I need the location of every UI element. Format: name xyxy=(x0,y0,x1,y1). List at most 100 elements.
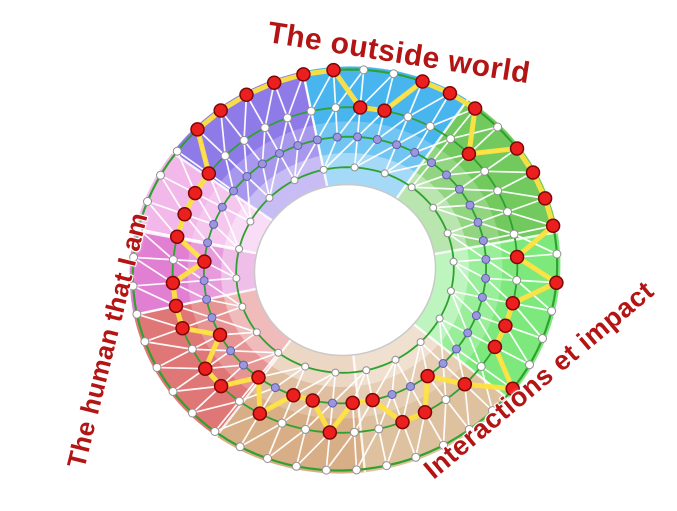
score-node-red[interactable] xyxy=(549,275,564,290)
node-white[interactable] xyxy=(172,146,182,156)
node-white[interactable] xyxy=(443,229,452,238)
node-white[interactable] xyxy=(301,362,310,371)
node-white[interactable] xyxy=(476,362,486,371)
score-node-red[interactable] xyxy=(365,392,380,408)
score-node-red[interactable] xyxy=(305,393,320,408)
node-white[interactable] xyxy=(503,207,512,217)
node-white[interactable] xyxy=(274,348,283,357)
node-purple[interactable] xyxy=(199,276,209,286)
score-node-red[interactable] xyxy=(175,320,190,336)
node-white[interactable] xyxy=(235,442,245,452)
node-purple[interactable] xyxy=(392,140,402,150)
score-node-red[interactable] xyxy=(165,275,181,291)
node-white[interactable] xyxy=(283,113,292,123)
score-node-red[interactable] xyxy=(326,62,341,78)
score-node-red[interactable] xyxy=(197,254,212,269)
score-node-red[interactable] xyxy=(213,378,229,394)
node-purple[interactable] xyxy=(257,159,267,169)
score-node-red[interactable] xyxy=(509,141,525,156)
node-purple[interactable] xyxy=(463,328,473,338)
score-node-red[interactable] xyxy=(198,361,213,376)
node-purple[interactable] xyxy=(353,132,362,142)
score-node-red[interactable] xyxy=(487,339,503,355)
node-white[interactable] xyxy=(301,424,310,434)
node-purple[interactable] xyxy=(312,135,322,145)
score-node-red[interactable] xyxy=(537,191,553,206)
node-white[interactable] xyxy=(133,224,143,234)
score-node-red[interactable] xyxy=(467,101,483,116)
node-white[interactable] xyxy=(425,121,435,131)
score-node-red[interactable] xyxy=(168,298,184,314)
node-purple[interactable] xyxy=(226,346,236,356)
score-node-red[interactable] xyxy=(525,165,541,180)
node-white[interactable] xyxy=(239,135,249,145)
node-purple[interactable] xyxy=(372,135,382,144)
score-node-red[interactable] xyxy=(296,67,311,82)
node-white[interactable] xyxy=(260,123,270,133)
node-white[interactable] xyxy=(306,106,316,116)
node-white[interactable] xyxy=(331,368,340,377)
score-node-red[interactable] xyxy=(505,296,521,311)
node-white[interactable] xyxy=(220,151,230,161)
node-white[interactable] xyxy=(128,281,138,291)
node-purple[interactable] xyxy=(239,360,248,370)
node-white[interactable] xyxy=(235,245,244,253)
node-purple[interactable] xyxy=(242,172,252,181)
node-white[interactable] xyxy=(265,193,274,202)
node-white[interactable] xyxy=(382,461,392,471)
node-white[interactable] xyxy=(156,170,165,180)
node-white[interactable] xyxy=(411,452,421,462)
node-white[interactable] xyxy=(509,229,519,239)
node-white[interactable] xyxy=(168,387,178,396)
node-white[interactable] xyxy=(441,395,451,405)
score-node-red[interactable] xyxy=(461,146,477,162)
node-white[interactable] xyxy=(168,255,178,265)
score-node-red[interactable] xyxy=(420,368,435,384)
node-purple[interactable] xyxy=(207,313,217,323)
node-purple[interactable] xyxy=(478,236,488,246)
score-node-red[interactable] xyxy=(252,406,268,421)
node-purple[interactable] xyxy=(275,149,284,158)
node-white[interactable] xyxy=(152,363,162,372)
node-purple[interactable] xyxy=(410,147,420,157)
node-purple[interactable] xyxy=(328,398,337,408)
node-white[interactable] xyxy=(129,252,139,262)
node-white[interactable] xyxy=(391,355,400,364)
node-white[interactable] xyxy=(187,344,197,354)
score-node-red[interactable] xyxy=(213,103,228,118)
score-node-red[interactable] xyxy=(442,85,458,101)
score-node-red[interactable] xyxy=(322,425,338,440)
node-white[interactable] xyxy=(464,425,474,434)
score-node-red[interactable] xyxy=(187,185,203,201)
node-white[interactable] xyxy=(234,396,244,406)
node-white[interactable] xyxy=(493,122,503,132)
score-node-red[interactable] xyxy=(266,75,282,90)
score-node-red[interactable] xyxy=(509,249,525,265)
node-white[interactable] xyxy=(446,287,455,295)
node-purple[interactable] xyxy=(438,359,448,368)
node-white[interactable] xyxy=(132,309,142,319)
node-white[interactable] xyxy=(319,165,328,174)
score-node-red[interactable] xyxy=(169,229,185,244)
node-white[interactable] xyxy=(246,217,255,226)
score-node-red[interactable] xyxy=(545,218,561,234)
node-white[interactable] xyxy=(238,302,247,311)
node-white[interactable] xyxy=(359,65,369,75)
score-node-red[interactable] xyxy=(352,100,368,115)
node-white[interactable] xyxy=(374,424,384,434)
node-white[interactable] xyxy=(512,275,522,285)
score-node-red[interactable] xyxy=(190,122,205,137)
node-purple[interactable] xyxy=(481,254,491,264)
node-purple[interactable] xyxy=(465,200,475,210)
score-node-red[interactable] xyxy=(505,381,520,397)
node-purple[interactable] xyxy=(442,170,451,180)
node-white[interactable] xyxy=(140,337,150,347)
score-node-red[interactable] xyxy=(239,87,254,103)
node-white[interactable] xyxy=(538,334,547,343)
node-white[interactable] xyxy=(552,249,562,259)
node-white[interactable] xyxy=(446,134,456,144)
node-purple[interactable] xyxy=(229,186,238,196)
node-white[interactable] xyxy=(435,314,444,323)
node-white[interactable] xyxy=(291,461,301,471)
node-purple[interactable] xyxy=(454,184,464,194)
